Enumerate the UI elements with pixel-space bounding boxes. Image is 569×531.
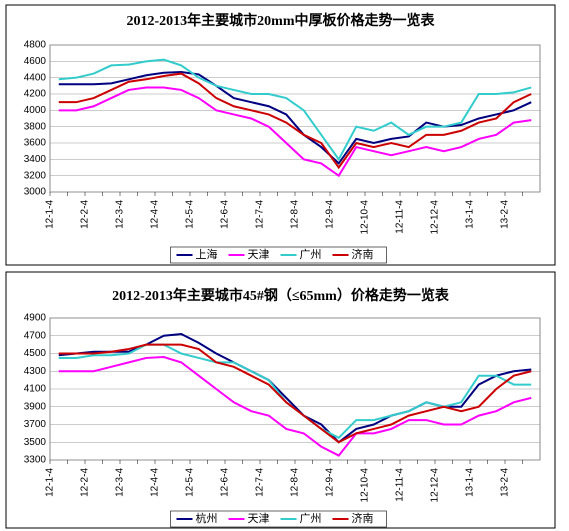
y-tick-label: 4200 bbox=[24, 89, 47, 100]
x-tick-label: 12-10-4 bbox=[360, 200, 371, 235]
y-tick-label: 4600 bbox=[24, 56, 47, 67]
y-tick-label: 3000 bbox=[24, 187, 47, 198]
x-tick-label: 12-7-4 bbox=[255, 468, 266, 497]
series-line bbox=[58, 356, 532, 457]
x-tick-label: 12-6-4 bbox=[220, 200, 231, 229]
x-tick-label: 12-2-4 bbox=[80, 200, 91, 229]
y-tick-label: 3300 bbox=[24, 455, 47, 466]
legend-label: 济南 bbox=[352, 511, 374, 525]
y-tick-label: 4900 bbox=[24, 313, 47, 324]
x-tick-label: 12-4-4 bbox=[150, 468, 161, 497]
y-tick-label: 3600 bbox=[24, 138, 47, 149]
chart-title: 2012-2013年主要城市20mm中厚板价格走势一览表 bbox=[127, 12, 436, 29]
x-tick-label: 12-8-4 bbox=[290, 200, 301, 229]
y-tick-label: 4100 bbox=[24, 384, 47, 395]
y-tick-label: 3700 bbox=[24, 419, 47, 430]
series-line bbox=[58, 343, 532, 444]
legend-label: 济南 bbox=[352, 247, 374, 261]
y-tick-label: 3500 bbox=[24, 437, 47, 448]
legend-label: 广州 bbox=[300, 512, 322, 525]
y-tick-label: 3900 bbox=[24, 401, 47, 412]
series-line bbox=[58, 58, 532, 162]
x-tick-label: 12-5-4 bbox=[185, 468, 196, 497]
x-tick-label: 12-3-4 bbox=[115, 200, 126, 229]
legend-label: 杭州 bbox=[196, 511, 218, 525]
x-tick-label: 12-9-4 bbox=[325, 200, 336, 229]
x-tick-label: 12-1-4 bbox=[45, 200, 56, 229]
legend-label: 天津 bbox=[248, 248, 270, 261]
y-tick-label: 3400 bbox=[24, 154, 47, 165]
series-line bbox=[58, 72, 532, 170]
x-tick-label: 12-12-4 bbox=[430, 468, 441, 503]
x-tick-label: 13-1-4 bbox=[465, 200, 476, 229]
x-tick-label: 12-11-4 bbox=[395, 468, 406, 502]
legend-box bbox=[170, 246, 387, 264]
legend-box bbox=[170, 510, 387, 528]
x-tick-label: 12-4-4 bbox=[150, 200, 161, 229]
y-tick-label: 4800 bbox=[24, 40, 47, 51]
x-tick-label: 12-11-4 bbox=[395, 200, 406, 234]
x-tick-label: 12-2-4 bbox=[80, 468, 91, 497]
series-line bbox=[58, 70, 532, 165]
x-tick-label: 12-12-4 bbox=[430, 200, 441, 235]
x-tick-label: 12-7-4 bbox=[255, 200, 266, 229]
x-tick-label: 12-3-4 bbox=[115, 468, 126, 497]
x-tick-label: 12-6-4 bbox=[220, 468, 231, 497]
y-tick-label: 4700 bbox=[24, 330, 47, 341]
legend-label: 上海 bbox=[196, 247, 218, 261]
x-tick-label: 12-10-4 bbox=[360, 468, 371, 503]
y-tick-label: 4000 bbox=[24, 105, 47, 116]
x-tick-label: 12-8-4 bbox=[290, 468, 301, 497]
plot-area bbox=[49, 44, 541, 193]
x-tick-label: 13-1-4 bbox=[465, 468, 476, 497]
y-tick-label: 3800 bbox=[24, 121, 47, 132]
y-tick-label: 4400 bbox=[24, 72, 47, 83]
legend-label: 广州 bbox=[300, 248, 322, 261]
y-tick-label: 4500 bbox=[24, 348, 47, 359]
x-tick-label: 12-9-4 bbox=[325, 468, 336, 497]
y-tick-label: 3200 bbox=[24, 170, 47, 181]
x-tick-label: 12-5-4 bbox=[185, 200, 196, 229]
y-tick-label: 4300 bbox=[24, 366, 47, 377]
series-line bbox=[58, 86, 532, 178]
x-tick-label: 12-1-4 bbox=[45, 468, 56, 497]
x-tick-label: 13-2-4 bbox=[500, 200, 511, 229]
legend-label: 天津 bbox=[248, 512, 270, 525]
chart-title: 2012-2013年主要城市45#钢（≤65mm）价格走势一览表 bbox=[112, 287, 450, 304]
x-tick-label: 13-2-4 bbox=[500, 468, 511, 497]
